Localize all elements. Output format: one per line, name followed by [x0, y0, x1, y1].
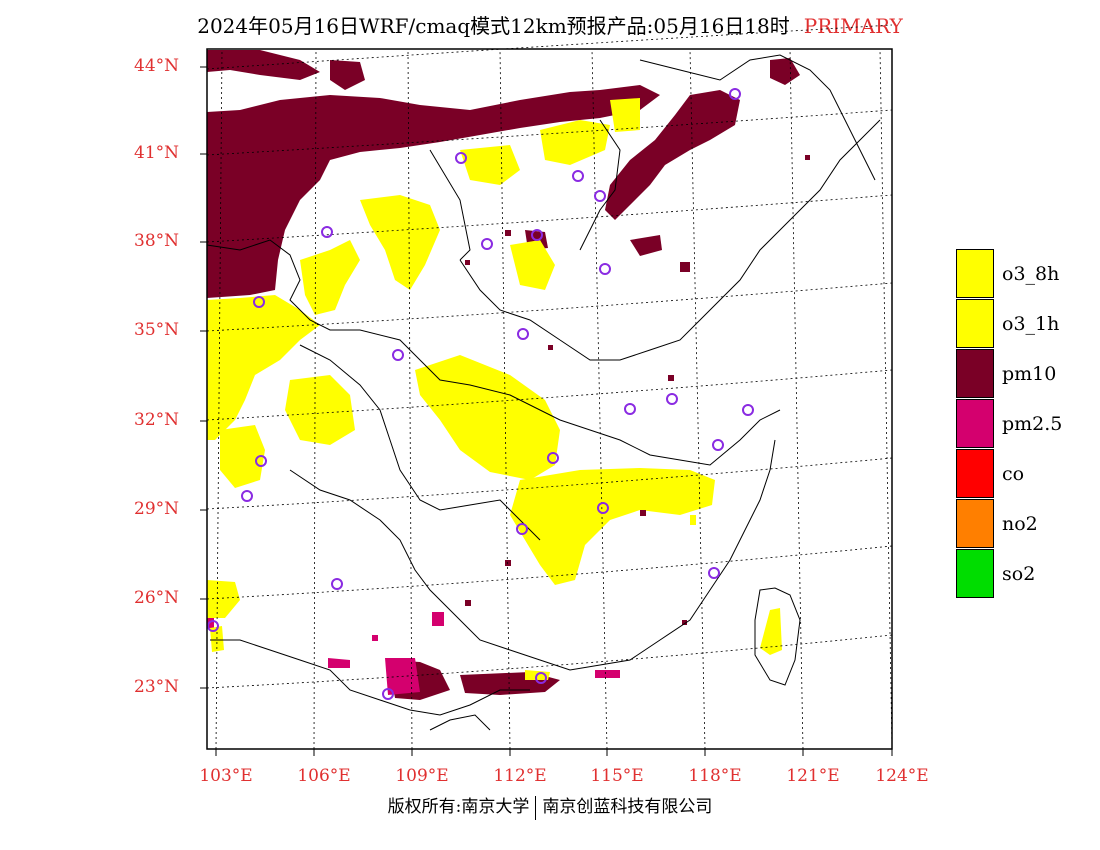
scattered-pixels — [372, 155, 810, 641]
lat-label: 38°N — [134, 231, 180, 251]
lon-label: 124°E — [875, 766, 929, 786]
boundaries — [206, 54, 881, 731]
legend-label: so2 — [1002, 563, 1036, 585]
footer: 版权所有:南京大学 南京创蓝科技有限公司 — [0, 792, 1100, 820]
lat-label: 23°N — [134, 677, 180, 697]
lat-label: 35°N — [134, 320, 180, 340]
lat-label: 26°N — [134, 588, 180, 608]
lon-label: 118°E — [688, 766, 742, 786]
graticule — [206, 24, 893, 750]
map-title: 2024年05月16日WRF/cmaq模式12km预报产品:05月16日18时 P… — [0, 10, 1100, 39]
lat-ticks — [200, 66, 207, 689]
legend-swatch — [956, 349, 994, 398]
lat-label: 32°N — [134, 410, 180, 430]
legend-swatch — [956, 499, 994, 548]
legend-swatch — [956, 299, 994, 348]
legend-swatch — [956, 449, 994, 498]
footer-separator — [535, 795, 537, 820]
lon-label: 109°E — [395, 766, 449, 786]
lat-label: 44°N — [134, 56, 180, 76]
lon-label: 103°E — [199, 766, 253, 786]
title-text: 2024年05月16日WRF/cmaq模式12km预报产品:05月16日18时 — [197, 14, 790, 38]
legend-swatch — [956, 399, 994, 448]
title-tag: PRIMARY — [803, 14, 903, 38]
legend-label: co — [1002, 463, 1025, 485]
lat-label: 41°N — [134, 143, 180, 163]
legend-label: o3_8h — [1002, 263, 1060, 285]
station-markers — [207, 88, 754, 700]
legend-swatch — [956, 249, 994, 298]
lon-label: 112°E — [493, 766, 547, 786]
legend-swatch — [956, 549, 994, 598]
footer-copyright: 版权所有:南京大学 — [387, 797, 530, 817]
legend-label: no2 — [1002, 513, 1038, 535]
footer-company: 南京创蓝科技有限公司 — [542, 797, 713, 817]
lat-label: 29°N — [134, 499, 180, 519]
lon-label: 115°E — [590, 766, 644, 786]
lon-label: 121°E — [786, 766, 840, 786]
legend-label: pm2.5 — [1002, 413, 1063, 435]
lon-label: 106°E — [297, 766, 351, 786]
lon-ticks — [215, 749, 893, 756]
legend-label: o3_1h — [1002, 313, 1060, 335]
map-frame — [206, 48, 893, 750]
legend-label: pm10 — [1002, 363, 1057, 385]
